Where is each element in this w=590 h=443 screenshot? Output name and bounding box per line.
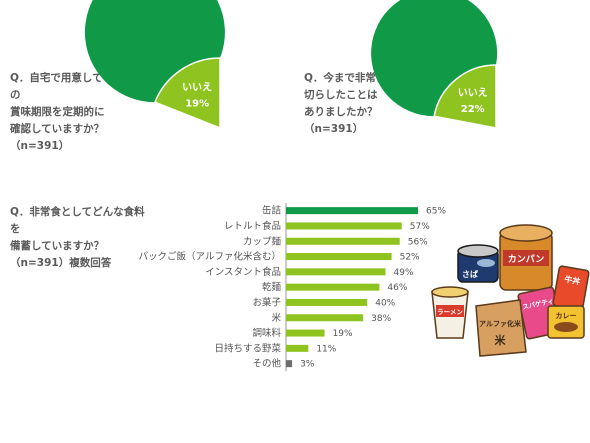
bar-question: Q．非常食としてどんな食料を 備蓄していますか？ （n=391）複数回答 xyxy=(10,206,145,269)
bar-category-label: 乾麺 xyxy=(262,281,282,293)
bar-category-label: 米 xyxy=(271,312,281,324)
bar-6 xyxy=(286,298,368,306)
gyudon-label: 牛丼 xyxy=(564,274,581,287)
alpha-rice-icon: アルファ化米 米 xyxy=(475,299,527,357)
pie-chart-expired: いいえ 22% はい 78% xyxy=(371,0,525,163)
bar-category-label: その他 xyxy=(252,358,281,370)
pie1-value-no: 19% xyxy=(185,98,209,109)
bar-category-label: カップ麺 xyxy=(243,235,282,247)
curry-label: カレー xyxy=(556,312,577,320)
bar-5 xyxy=(286,283,380,291)
bar-value-label: 46% xyxy=(387,283,407,293)
pie2-value-yes: 78% xyxy=(501,152,525,163)
bar-value-label: 38% xyxy=(371,314,391,324)
saba-label: さば xyxy=(462,269,478,279)
bar-3 xyxy=(286,253,392,261)
gyudon-box-icon: 牛丼 xyxy=(552,265,590,311)
kanpan-label: カンパン xyxy=(508,253,544,265)
bar-chart-stockpile: 缶詰 65% レトルト食品 57% カップ麺 56% パックご飯（アルファ化米含む） 52% イ… xyxy=(138,203,446,372)
bar-category-label: 缶詰 xyxy=(262,205,282,217)
bar-9 xyxy=(286,344,309,352)
bar-category-label: お菓子 xyxy=(252,296,281,308)
bar-value-label: 56% xyxy=(408,237,428,247)
pie1-value-yes: 81% xyxy=(225,156,249,167)
bar-4 xyxy=(286,268,386,276)
pie1-label-no: いいえ xyxy=(182,81,212,93)
pie-chart-check: いいえ 19% はい 81% xyxy=(84,0,249,167)
bar-0 xyxy=(286,207,418,215)
bar-category-label: パックご飯（アルファ化米含む） xyxy=(138,251,281,263)
bar-value-label: 52% xyxy=(400,253,420,263)
food-illustration: カンパン さば ラーメン スパゲティ 牛丼 カレー xyxy=(431,224,590,357)
pie2-value-no: 22% xyxy=(461,104,485,115)
saba-can-icon: さば xyxy=(457,244,499,283)
bar-value-label: 49% xyxy=(394,268,414,278)
bar-value-label: 3% xyxy=(300,360,315,370)
bar-7 xyxy=(286,314,364,322)
pie1-label-yes: はい xyxy=(227,139,247,151)
bar-1 xyxy=(286,222,402,230)
alpha-rice-label: アルファ化米 xyxy=(479,319,522,328)
bar-value-label: 65% xyxy=(426,207,446,217)
bar-8 xyxy=(286,329,325,337)
ramen-cup-icon: ラーメン xyxy=(431,286,469,339)
pie2-label-yes: はい xyxy=(503,135,523,147)
svg-text:米: 米 xyxy=(494,333,507,347)
bar-value-label: 40% xyxy=(375,298,395,308)
pie1-slice-no xyxy=(153,57,221,130)
bar-10 xyxy=(286,360,293,368)
bar-category-label: 日持ちする野菜 xyxy=(214,342,281,354)
pie2-slice-no xyxy=(433,64,497,129)
bar-category-label: インスタント食品 xyxy=(205,266,281,278)
bar-category-label: 調味料 xyxy=(252,327,281,339)
bar-category-label: レトルト食品 xyxy=(224,220,281,232)
ramen-label: ラーメン xyxy=(437,308,463,316)
bar-value-label: 19% xyxy=(333,329,353,339)
bar-2 xyxy=(286,237,400,245)
bar-value-label: 57% xyxy=(410,222,430,232)
kanpan-can-icon: カンパン xyxy=(499,224,553,291)
curry-box-icon: カレー xyxy=(547,305,585,339)
bar-value-label: 11% xyxy=(316,344,336,354)
pie2-label-no: いいえ xyxy=(458,87,488,99)
